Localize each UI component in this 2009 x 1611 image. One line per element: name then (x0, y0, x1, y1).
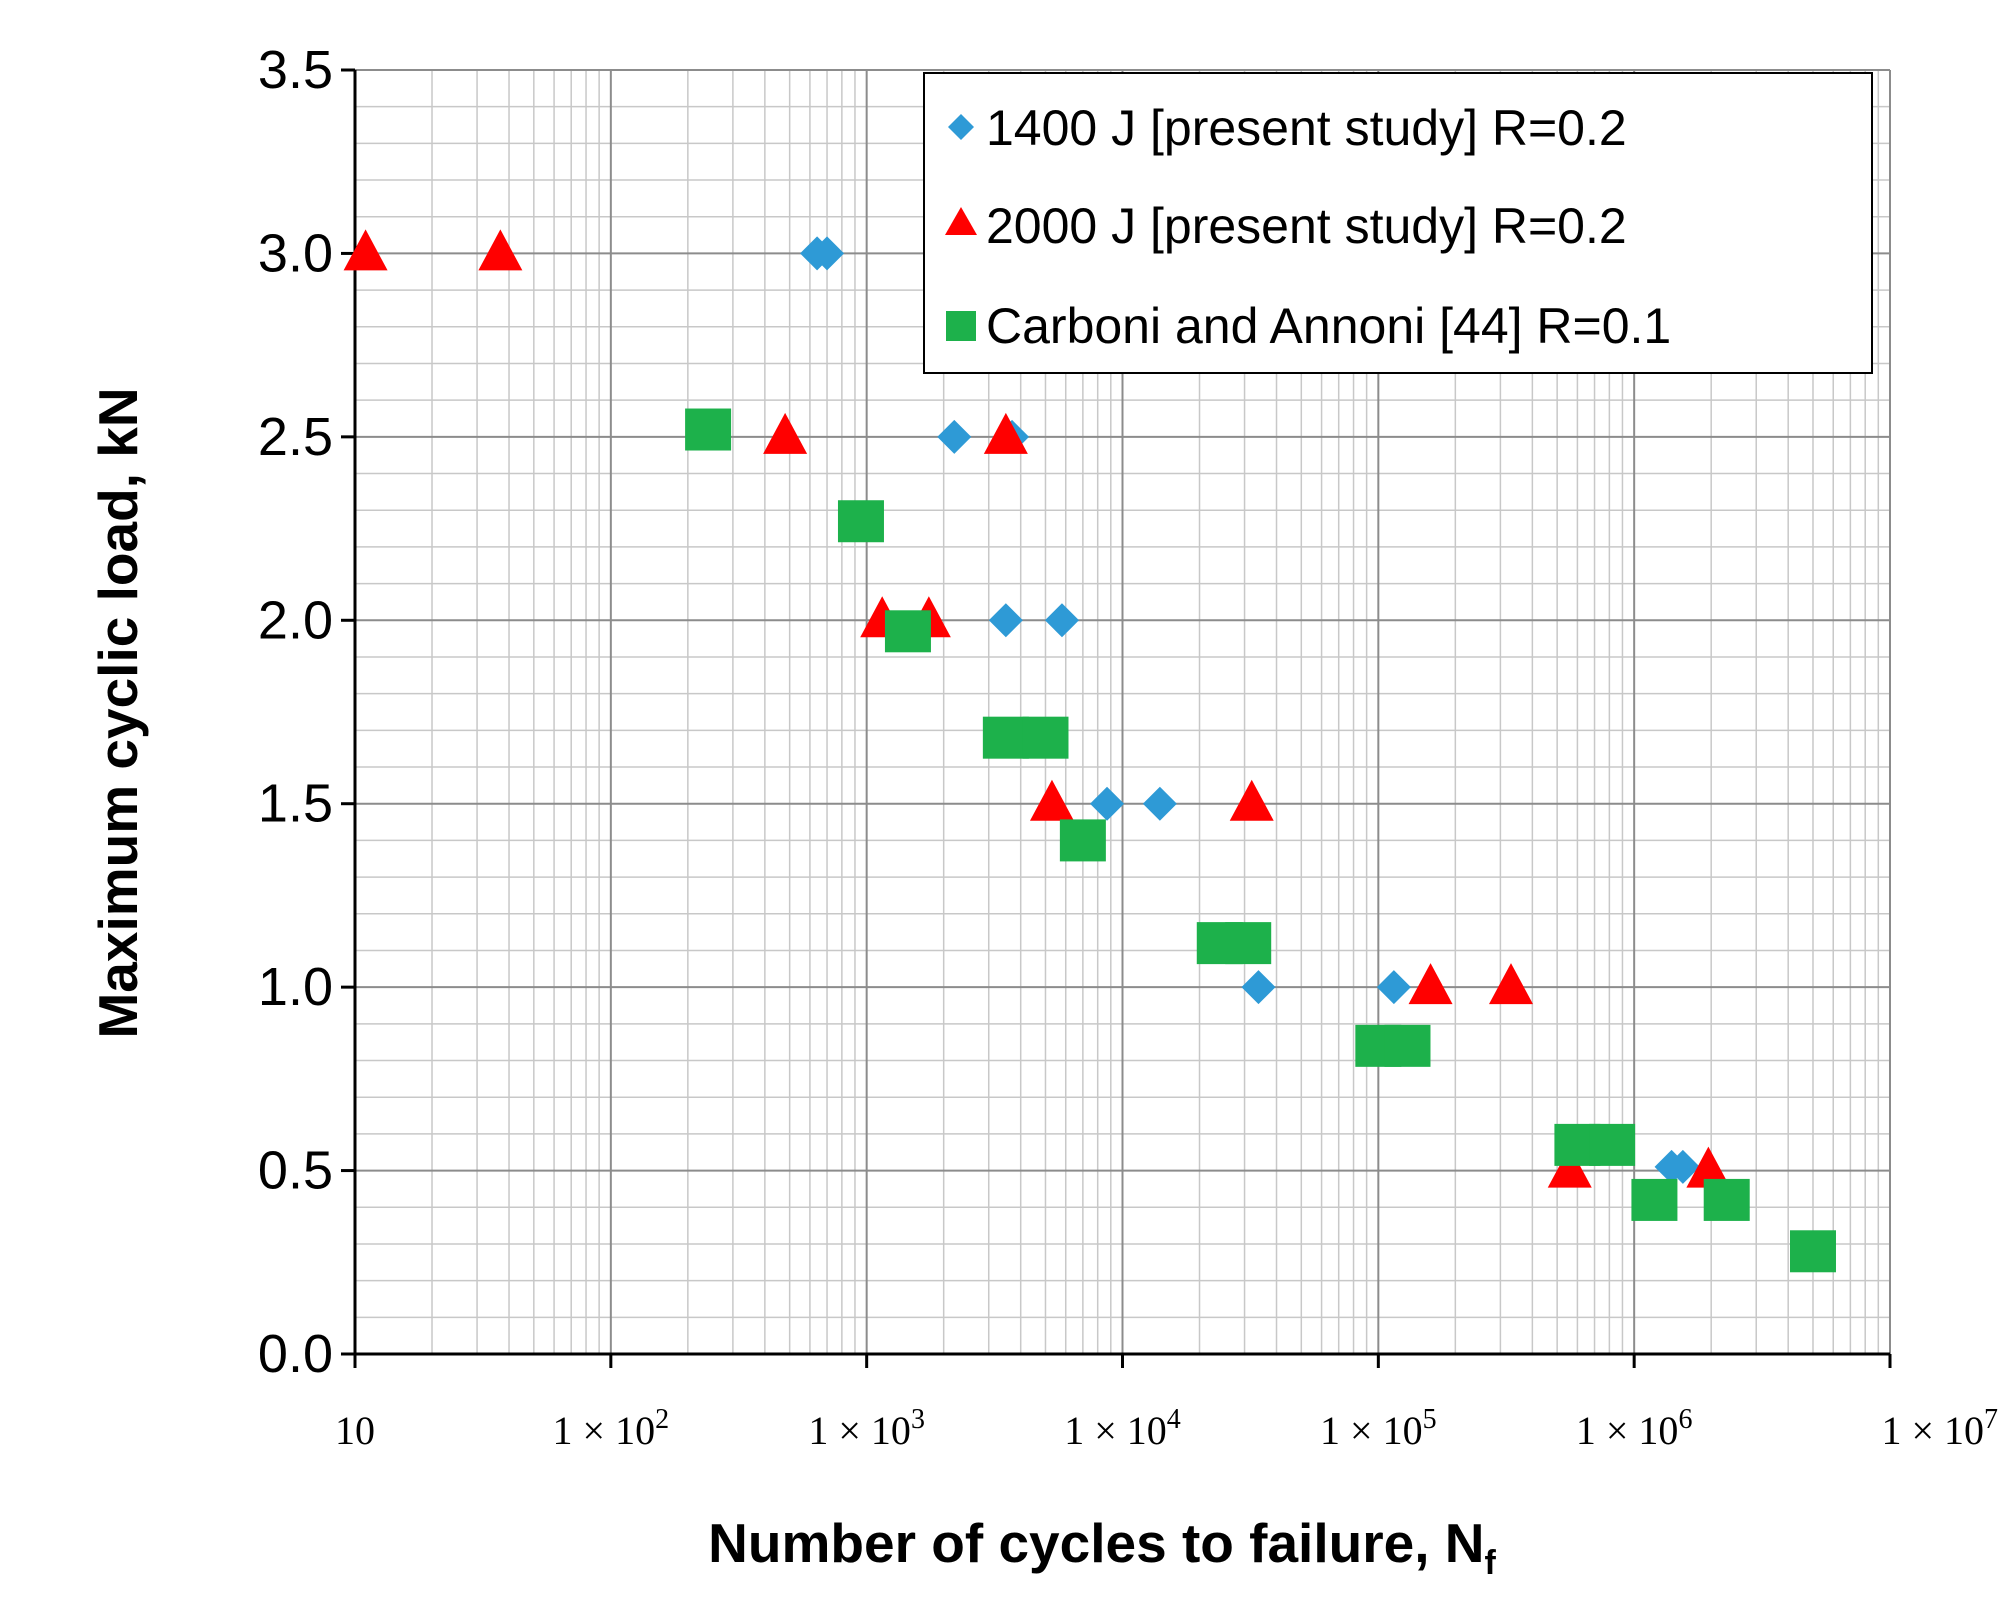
axes (341, 68, 1892, 1368)
series-2-point-5 (1059, 819, 1106, 862)
series-0-point-11 (1665, 1149, 1700, 1184)
legend-label-2000j: 2000 J [present study] R=0.2 (986, 198, 1627, 254)
series-2-point-12 (1631, 1178, 1678, 1221)
series-2-point-9 (1384, 1024, 1431, 1067)
legend-entry-2000j: 2000 J [present study] R=0.2 (945, 198, 1627, 254)
series-0-point-6 (1090, 786, 1125, 821)
x-tick-label: 1 × 106 (1576, 1404, 1693, 1453)
y-tick-label: 3.0 (258, 223, 333, 283)
series-1-point-6 (1029, 779, 1074, 821)
legend-entry-1400j: 1400 J [present study] R=0.2 (948, 100, 1627, 156)
legend-marker-diamond (948, 114, 974, 140)
series-1-point-9 (1488, 963, 1533, 1005)
y-tick-label: 0.5 (258, 1141, 333, 1201)
legend-entry-carboni: Carboni and Annoni [44] R=0.1 (946, 298, 1671, 354)
series-2-point-13 (1703, 1178, 1750, 1221)
series-0-point-7 (1142, 786, 1177, 821)
x-tick-label: 1 × 107 (1881, 1404, 1998, 1453)
x-tick-label: 10 (335, 1408, 375, 1453)
series-0-point-1 (810, 236, 845, 271)
series-0-point-8 (1241, 970, 1276, 1005)
x-tick-labels: 10 1 × 102 1 × 103 1 × 104 1 × 105 1 × 106 1 ×… (335, 1404, 1998, 1453)
series-2-point-14 (1789, 1230, 1836, 1273)
y-tick-labels: 0.0 0.5 1.0 1.5 2.0 2.5 3.0 3.5 (258, 40, 333, 1384)
series-2-point-1 (837, 500, 884, 543)
series-2-point-4 (1022, 716, 1069, 759)
series-1-point-0 (343, 229, 388, 271)
legend-marker-square (946, 311, 976, 341)
series-2-point-0 (685, 408, 732, 451)
series-1-point-8 (1408, 963, 1453, 1005)
legend-box (923, 72, 1873, 374)
x-axis-label: Number of cycles to failure, Nf (708, 1512, 1496, 1582)
series-0-point-4 (988, 603, 1023, 638)
series-1-point-1 (478, 229, 523, 271)
series-0-point-2 (937, 419, 972, 454)
x-tick-label: 1 × 104 (1064, 1404, 1181, 1453)
series-0-point-9 (1376, 970, 1411, 1005)
legend-label-carboni: Carboni and Annoni [44] R=0.1 (986, 298, 1671, 354)
series-1-point-10 (1547, 1146, 1592, 1188)
y-tick-label: 2.0 (258, 590, 333, 650)
series-2-point-3 (982, 716, 1029, 759)
series-2-point-2 (884, 610, 931, 653)
series-2-point-11 (1589, 1123, 1636, 1166)
legend-marker-triangle (945, 207, 977, 235)
series-1-point-7 (1229, 779, 1274, 821)
series-1-point-2 (763, 412, 808, 454)
x-tick-label: 1 × 105 (1320, 1404, 1437, 1453)
legend-label-1400j: 1400 J [present study] R=0.2 (986, 100, 1627, 156)
x-tick-label: 1 × 102 (553, 1404, 670, 1453)
series-1-point-11 (1686, 1146, 1731, 1188)
y-tick-label: 0.0 (258, 1324, 333, 1384)
y-axis-label: Maximum cyclic load, kN (87, 387, 149, 1038)
series-0-point-5 (1044, 603, 1079, 638)
x-axis-label-main: Number of cycles to failure, N (708, 1512, 1484, 1574)
series-2-point-7 (1225, 922, 1272, 965)
data-markers (343, 229, 1836, 1273)
y-tick-label: 3.5 (258, 40, 333, 100)
y-tick-label: 1.5 (258, 774, 333, 834)
legend: 1400 J [present study] R=0.2 2000 J [pre… (923, 72, 1873, 374)
x-axis-label-subscript: f (1484, 1544, 1496, 1582)
x-tick-label: 1 × 103 (808, 1404, 925, 1453)
series-1-point-3 (983, 412, 1028, 454)
y-tick-label: 1.0 (258, 957, 333, 1017)
y-tick-label: 2.5 (258, 407, 333, 467)
